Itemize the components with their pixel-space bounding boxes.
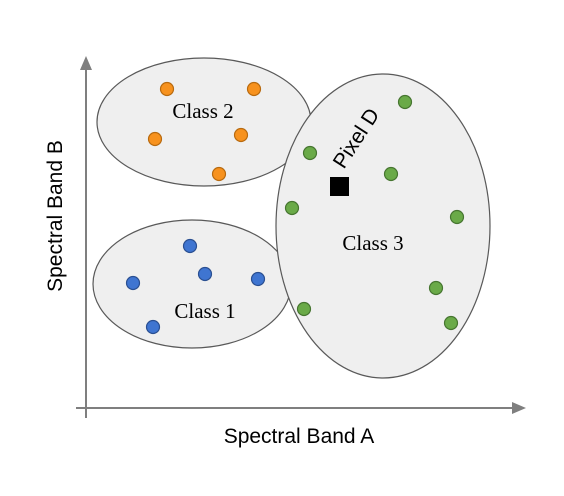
class-1-point bbox=[199, 268, 212, 281]
class-3-point bbox=[445, 317, 458, 330]
class-2-point bbox=[248, 83, 261, 96]
class-3-point bbox=[286, 202, 299, 215]
class-2-point bbox=[213, 168, 226, 181]
class-1-label: Class 1 bbox=[174, 299, 235, 323]
class-3-ellipse bbox=[276, 74, 490, 378]
class-3-point bbox=[430, 282, 443, 295]
class-1-point bbox=[184, 240, 197, 253]
y-axis-arrowhead bbox=[80, 56, 92, 70]
class-1-point bbox=[252, 273, 265, 286]
class-2-point bbox=[161, 83, 174, 96]
class-3-cluster bbox=[276, 74, 490, 378]
class-3-point bbox=[451, 211, 464, 224]
class-3-point bbox=[399, 96, 412, 109]
pixel-d-marker bbox=[330, 177, 349, 196]
class-3-point bbox=[304, 147, 317, 160]
class-3-point bbox=[385, 168, 398, 181]
class-1-point bbox=[127, 277, 140, 290]
class-2-point bbox=[235, 129, 248, 142]
class-2-point bbox=[149, 133, 162, 146]
class-3-point bbox=[298, 303, 311, 316]
x-axis-arrowhead bbox=[512, 402, 526, 414]
class-3-label: Class 3 bbox=[342, 231, 403, 255]
class-2-label: Class 2 bbox=[172, 99, 233, 123]
y-axis-label: Spectral Band B bbox=[44, 140, 67, 292]
class-1-point bbox=[147, 321, 160, 334]
x-axis-label: Spectral Band A bbox=[224, 425, 375, 448]
